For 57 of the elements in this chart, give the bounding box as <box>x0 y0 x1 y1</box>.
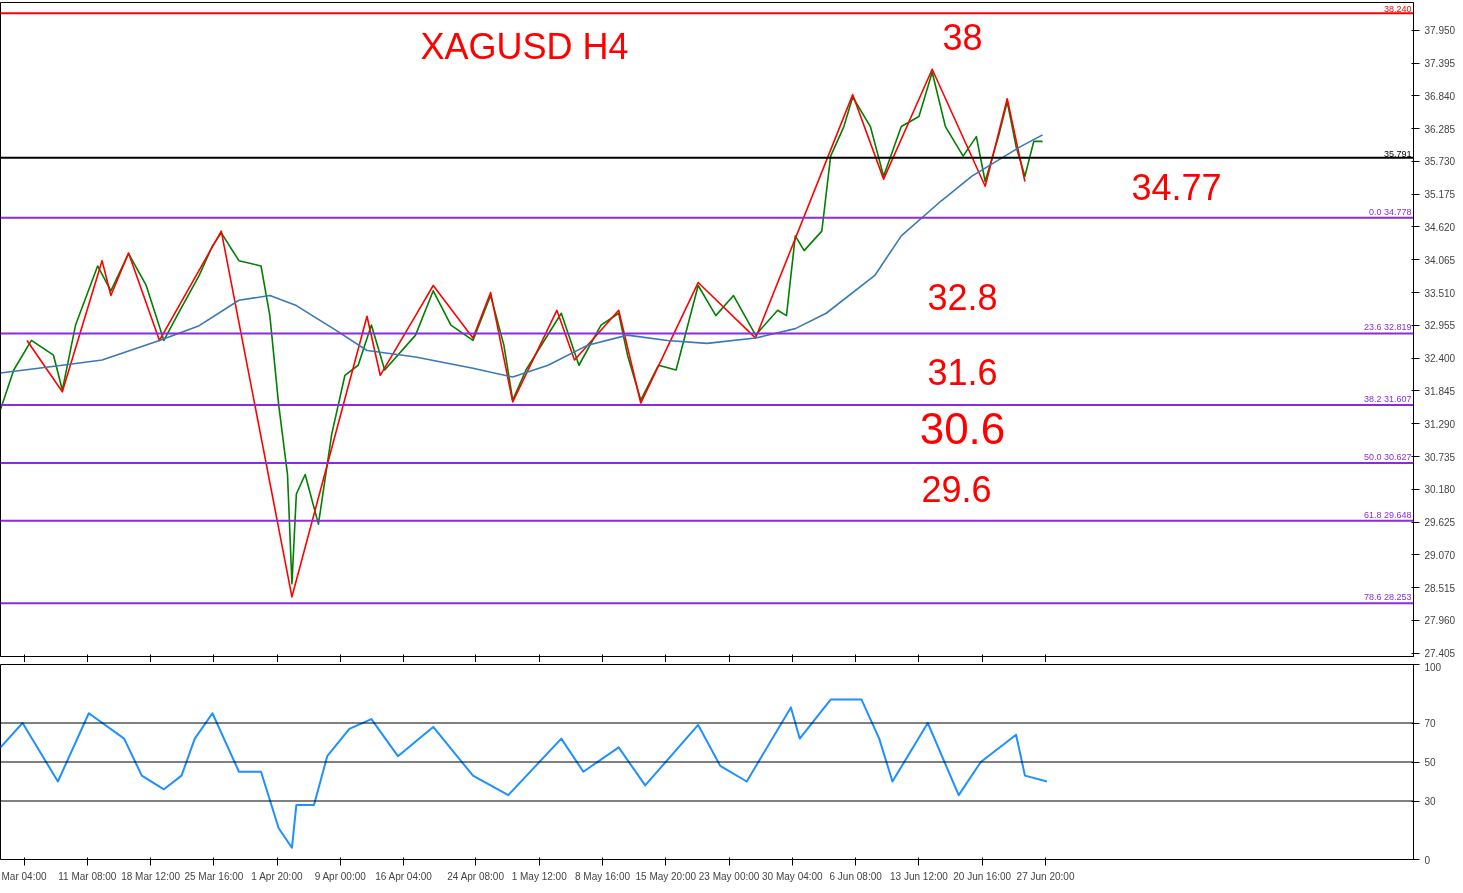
y-tick-label: 35.730 <box>1424 156 1456 168</box>
y-tick-label: 31.845 <box>1424 385 1456 397</box>
y-tick-label: 70 <box>1424 718 1437 729</box>
ref-line-label: 50.0 30.627 <box>1363 451 1412 462</box>
x-tick-label: 24 Apr 08:00 <box>447 870 505 882</box>
y-tick-label: 30 <box>1424 796 1437 807</box>
x-tick-label: 27 Jun 20:00 <box>1016 870 1075 882</box>
annotation: 29.6 <box>921 468 992 510</box>
x-tick-label: 15 May 20:00 <box>635 870 697 882</box>
annotation: 31.6 <box>927 351 998 393</box>
x-tick-label: 23 May 00:00 <box>698 870 760 882</box>
x-tick-label: 13 Jun 12:00 <box>890 870 949 882</box>
ref-line-label: 38.2 31.607 <box>1363 394 1412 404</box>
x-tick-label: 11 Mar 08:00 <box>58 870 117 882</box>
y-tick-label: 31.290 <box>1424 418 1456 430</box>
y-tick-label: 33.510 <box>1424 287 1456 299</box>
annotation: 30.6 <box>919 404 1006 453</box>
y-tick-label: 29.625 <box>1424 517 1456 529</box>
annotation: 38 <box>942 16 983 58</box>
y-tick-label: 100 <box>1424 661 1442 673</box>
y-tick-label: 0 <box>1424 854 1431 866</box>
ref-line-label: 23.6 32.819 <box>1363 322 1412 333</box>
y-tick-label: 34.620 <box>1424 222 1456 233</box>
annotation: 34.77 <box>1131 166 1222 208</box>
y-tick-label: 37.950 <box>1424 25 1456 37</box>
y-tick-label: 30.735 <box>1424 451 1456 463</box>
x-tick-label: 30 May 04:00 <box>762 870 824 882</box>
ref-line-label: 61.8 29.648 <box>1363 509 1412 520</box>
x-tick-label: 1 May 12:00 <box>511 870 568 882</box>
y-tick-label: 36.285 <box>1424 123 1456 135</box>
y-tick-label: 32.400 <box>1424 353 1456 365</box>
ref-line-label: 0.0 34.778 <box>1368 206 1412 217</box>
x-tick-label: 1 Apr 20:00 <box>251 870 303 882</box>
y-tick-label: 34.065 <box>1424 254 1456 266</box>
x-tick-label: 9 Apr 00:00 <box>314 870 367 882</box>
y-tick-label: 27.960 <box>1424 615 1456 627</box>
annotation: 32.8 <box>927 276 998 318</box>
x-tick-label: 18 Mar 12:00 <box>121 870 181 882</box>
ref-line-label: 35.791 <box>1383 148 1412 159</box>
y-tick-label: 35.175 <box>1424 189 1456 201</box>
ref-line-label: 38.240 <box>1383 4 1412 15</box>
y-tick-label: 28.515 <box>1424 582 1456 594</box>
y-tick-label: 50 <box>1424 757 1437 768</box>
y-tick-label: 36.840 <box>1424 90 1456 102</box>
y-tick-label: 30.180 <box>1424 484 1456 496</box>
y-tick-label: 29.070 <box>1424 549 1456 561</box>
x-tick-label: 8 May 16:00 <box>574 870 631 882</box>
x-tick-label: 25 Mar 16:00 <box>184 870 244 882</box>
x-tick-label: 20 Jun 16:00 <box>953 870 1012 882</box>
ref-line-label: 78.6 28.253 <box>1363 592 1412 603</box>
y-tick-label: 37.395 <box>1424 58 1456 70</box>
x-tick-label: Mar 04:00 <box>1 870 47 882</box>
x-tick-label: 16 Apr 04:00 <box>375 870 433 882</box>
text: XAGUSD H4 <box>420 25 629 67</box>
y-tick-label: 27.405 <box>1424 648 1456 660</box>
x-tick-label: 6 Jun 08:00 <box>829 870 883 882</box>
y-tick-label: 32.955 <box>1424 320 1456 332</box>
